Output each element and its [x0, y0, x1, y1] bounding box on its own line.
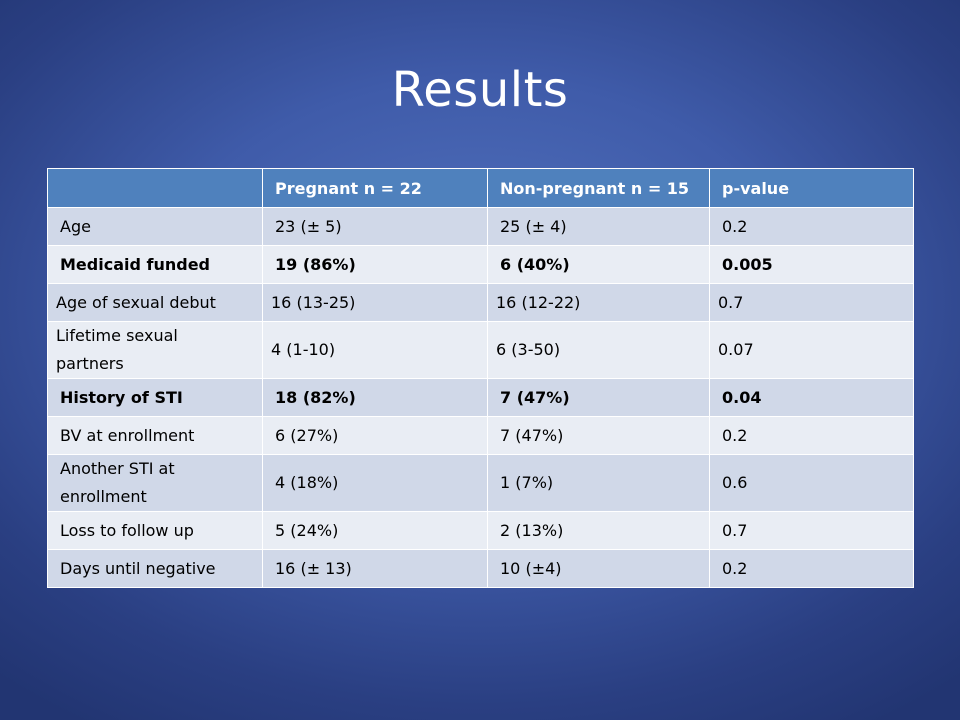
pregnant-value: 6 (27%): [262, 416, 488, 455]
pregnant-value: 5 (24%): [262, 511, 488, 550]
pregnant-value: 19 (86%): [262, 245, 488, 284]
p-value: 0.7: [709, 283, 914, 322]
p-value: 0.04: [709, 378, 914, 417]
pregnant-value: 4 (1-10): [262, 321, 488, 379]
pregnant-value: 23 (± 5): [262, 207, 488, 246]
pregnant-value: 16 (13-25): [262, 283, 488, 322]
table-row-bv-at-enrollment: BV at enrollment 6 (27%) 7 (47%) 0.2: [47, 416, 914, 455]
p-value: 0.2: [709, 416, 914, 455]
pregnant-value: 16 (± 13): [262, 549, 488, 588]
p-value: 0.005: [709, 245, 914, 284]
row-label: Loss to follow up: [47, 511, 263, 550]
non-pregnant-value: 1 (7%): [487, 454, 710, 512]
table-row-age: Age 23 (± 5) 25 (± 4) 0.2: [47, 207, 914, 246]
results-table: Pregnant n = 22 Non-pregnant n = 15 p-va…: [47, 168, 914, 588]
table-row-another-sti-at-enrollment: Another STI at enrollment 4 (18%) 1 (7%)…: [47, 454, 914, 512]
table-row-age-of-sexual-debut: Age of sexual debut 16 (13-25) 16 (12-22…: [47, 283, 914, 322]
pregnant-value: 4 (18%): [262, 454, 488, 512]
row-label: BV at enrollment: [47, 416, 263, 455]
non-pregnant-value: 10 (±4): [487, 549, 710, 588]
row-label: Days until negative: [47, 549, 263, 588]
non-pregnant-value: 6 (3-50): [487, 321, 710, 379]
row-label: Lifetime sexual partners: [47, 321, 263, 379]
header-cell-p-value: p-value: [709, 168, 914, 208]
non-pregnant-value: 6 (40%): [487, 245, 710, 284]
p-value: 0.2: [709, 549, 914, 588]
non-pregnant-value: 25 (± 4): [487, 207, 710, 246]
header-cell-blank: [47, 168, 263, 208]
p-value: 0.07: [709, 321, 914, 379]
p-value: 0.7: [709, 511, 914, 550]
header-cell-pregnant: Pregnant n = 22: [262, 168, 488, 208]
non-pregnant-value: 7 (47%): [487, 416, 710, 455]
non-pregnant-value: 7 (47%): [487, 378, 710, 417]
non-pregnant-value: 16 (12-22): [487, 283, 710, 322]
slide-title: Results: [391, 62, 569, 118]
table-row-history-of-sti: History of STI 18 (82%) 7 (47%) 0.04: [47, 378, 914, 417]
table-row-days-until-negative: Days until negative 16 (± 13) 10 (±4) 0.…: [47, 549, 914, 588]
row-label: Medicaid funded: [47, 245, 263, 284]
row-label: Age of sexual debut: [47, 283, 263, 322]
row-label: Another STI at enrollment: [47, 454, 263, 512]
table-row-medicaid-funded: Medicaid funded 19 (86%) 6 (40%) 0.005: [47, 245, 914, 284]
table-row-loss-to-follow-up: Loss to follow up 5 (24%) 2 (13%) 0.7: [47, 511, 914, 550]
header-row: Pregnant n = 22 Non-pregnant n = 15 p-va…: [47, 168, 914, 208]
p-value: 0.6: [709, 454, 914, 512]
header-cell-non-pregnant: Non-pregnant n = 15: [487, 168, 710, 208]
non-pregnant-value: 2 (13%): [487, 511, 710, 550]
table-row-lifetime-sexual-partners: Lifetime sexual partners 4 (1-10) 6 (3-5…: [47, 321, 914, 379]
p-value: 0.2: [709, 207, 914, 246]
row-label: Age: [47, 207, 263, 246]
pregnant-value: 18 (82%): [262, 378, 488, 417]
row-label: History of STI: [47, 378, 263, 417]
